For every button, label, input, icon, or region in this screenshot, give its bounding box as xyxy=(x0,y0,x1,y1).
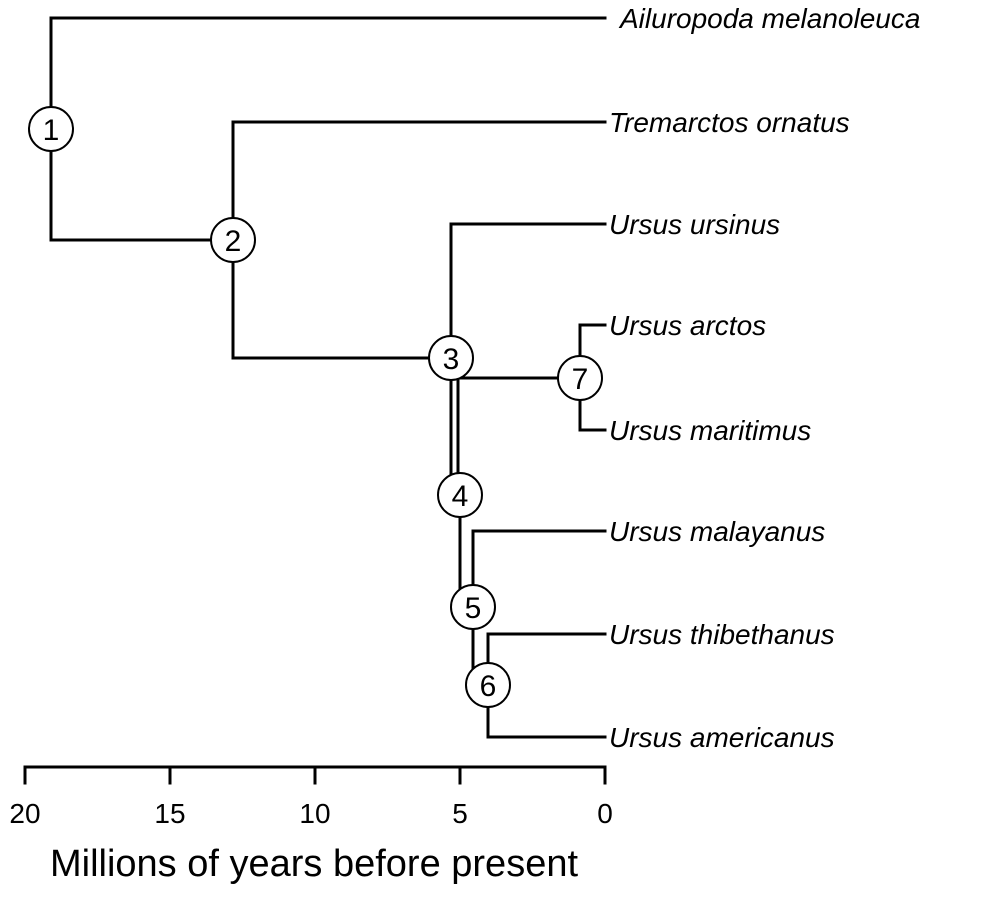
taxon-tremarctos-ornatus: Tremarctos ornatus xyxy=(609,107,850,138)
node-3: 3 xyxy=(428,335,474,381)
axis-tick-label-0: 0 xyxy=(597,798,613,829)
node-1-label: 1 xyxy=(43,114,60,147)
node-4-label: 4 xyxy=(452,480,469,513)
axis-tick-label-5: 5 xyxy=(452,798,468,829)
taxon-ursus-americanus: Ursus americanus xyxy=(609,722,835,753)
node-2: 2 xyxy=(210,217,256,263)
node-5-label: 5 xyxy=(465,592,482,625)
tree-nodes: 1 2 3 4 5 6 7 xyxy=(28,106,603,708)
node-4: 4 xyxy=(437,472,483,518)
node-1: 1 xyxy=(28,106,74,152)
taxon-ailuropoda-melanoleuca: Ailuropoda melanoleuca xyxy=(618,3,920,34)
axis-tick-label-15: 15 xyxy=(154,798,185,829)
node-5: 5 xyxy=(450,584,496,630)
taxon-ursus-maritimus: Ursus maritimus xyxy=(609,415,811,446)
taxon-labels: Ailuropoda melanoleuca Tremarctos ornatu… xyxy=(609,3,920,753)
axis-tick-label-10: 10 xyxy=(299,798,330,829)
time-axis: 20 15 10 5 0 Millions of years before pr… xyxy=(9,765,613,885)
taxon-ursus-thibethanus: Ursus thibethanus xyxy=(609,619,835,650)
taxon-ursus-ursinus: Ursus ursinus xyxy=(609,209,780,240)
node-7: 7 xyxy=(557,355,603,401)
tree-branches xyxy=(49,16,607,739)
node-3-label: 3 xyxy=(443,343,460,376)
node-6: 6 xyxy=(465,662,511,708)
node-2-label: 2 xyxy=(225,225,242,258)
taxon-ursus-arctos: Ursus arctos xyxy=(609,310,766,341)
node-7-label: 7 xyxy=(572,363,589,396)
axis-title: Millions of years before present xyxy=(50,843,578,885)
taxon-ursus-malayanus: Ursus malayanus xyxy=(609,516,825,547)
node-6-label: 6 xyxy=(480,670,497,703)
axis-tick-label-20: 20 xyxy=(9,798,40,829)
